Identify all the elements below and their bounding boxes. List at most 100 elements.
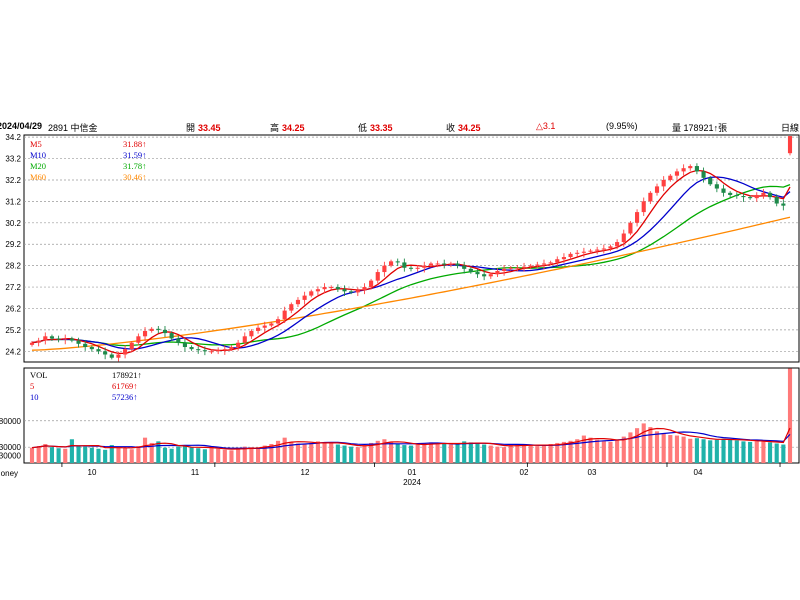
- volume-legend-value: 178921↑: [112, 370, 142, 380]
- candle-body: [103, 351, 108, 355]
- ma5-line: [31, 169, 791, 355]
- candle-body: [222, 349, 227, 351]
- candle-body: [628, 222, 633, 234]
- volume-bar: [395, 444, 400, 463]
- month-label: 02: [520, 468, 529, 477]
- volume-legend-value: 61769↑: [112, 381, 138, 391]
- candle-body: [182, 342, 187, 348]
- chart-date: 2024/04/29: [0, 121, 43, 131]
- high-price: 高 34.25: [270, 123, 305, 133]
- volume-bar: [123, 448, 128, 463]
- candle-body: [176, 338, 181, 343]
- volume-bar: [216, 448, 221, 463]
- candle-body: [761, 192, 766, 195]
- volume-bar: [468, 442, 473, 463]
- volume-bar: [741, 441, 746, 463]
- candle-body: [362, 287, 367, 291]
- candle-body: [668, 175, 673, 180]
- year-label: 2024: [403, 478, 421, 487]
- moving-average-lines: [31, 169, 791, 355]
- candle-body: [728, 192, 733, 195]
- candle-body: [269, 323, 274, 326]
- volume-bar: [262, 445, 267, 463]
- volume-bar: [748, 441, 753, 463]
- candle-body: [89, 347, 94, 350]
- volume-average-lines: [31, 427, 791, 450]
- volume-bar: [442, 444, 447, 463]
- candle-body: [149, 328, 154, 331]
- candle-body: [708, 177, 713, 185]
- open-price: 開 33.45: [186, 123, 221, 133]
- candle-body: [608, 246, 613, 249]
- volume-bar: [76, 445, 81, 463]
- candle-body: [555, 259, 560, 263]
- volume-bar: [43, 444, 48, 463]
- candle-body: [388, 261, 394, 266]
- candle-body: [548, 262, 553, 264]
- candle-body: [342, 289, 347, 292]
- volume-bar: [435, 442, 440, 463]
- volume-bar: [29, 447, 35, 463]
- ma60-line: [31, 216, 791, 351]
- candle-body: [435, 263, 440, 265]
- volume-bar: [408, 445, 414, 463]
- candle-body: [721, 188, 726, 193]
- volume-bar: [109, 445, 114, 463]
- volume-bar: [462, 441, 467, 463]
- candle-body: [196, 349, 201, 351]
- candle-body: [654, 186, 660, 193]
- candle-body: [349, 291, 354, 293]
- volume-bar: [349, 446, 354, 463]
- candle-body: [129, 342, 134, 350]
- candle-body: [734, 194, 739, 197]
- candle-body: [701, 171, 706, 178]
- month-label: 04: [694, 468, 703, 477]
- volume-bar: [402, 445, 407, 463]
- volume-bar: [674, 435, 680, 463]
- volume-bar: [415, 444, 420, 463]
- candle-body: [369, 280, 374, 288]
- volume-bar: [289, 442, 294, 463]
- candle-body: [76, 340, 81, 344]
- price-change-percent: (9.95%): [606, 121, 638, 131]
- price-panel-frame: [23, 134, 800, 363]
- volume-bar: [767, 442, 773, 463]
- volume-bar: [521, 444, 527, 463]
- volume-bar: [668, 435, 673, 463]
- candle-body: [49, 336, 55, 339]
- volume-bar: [388, 441, 394, 463]
- period-selector[interactable]: 日線: [781, 123, 800, 133]
- volume-bar: [641, 423, 646, 463]
- candle-body: [561, 257, 566, 260]
- volume-bar: [302, 444, 307, 463]
- volume-bar: [156, 441, 161, 463]
- volume-bar: [774, 443, 779, 463]
- price-tick-label: 31.2: [5, 197, 21, 206]
- volume-bar: [608, 441, 613, 463]
- volume-bar: [149, 442, 154, 463]
- volume-bar: [714, 439, 719, 463]
- candle-body: [774, 197, 779, 204]
- candle-body: [428, 263, 434, 266]
- candle-body: [302, 295, 307, 300]
- volume-bar: [761, 440, 766, 463]
- legend-label: M60: [30, 172, 46, 182]
- candle-body: [382, 265, 387, 273]
- volume-bar: [96, 448, 101, 463]
- candle-body: [688, 166, 693, 169]
- candle-body: [681, 168, 686, 172]
- volume-bar: [116, 447, 121, 463]
- volume-bar: [136, 446, 141, 463]
- candle-body: [495, 270, 500, 275]
- candle-body: [661, 179, 666, 187]
- candle-body: [528, 265, 533, 267]
- candle-body: [422, 265, 427, 268]
- volume-bar: [169, 448, 174, 463]
- candle-body: [468, 268, 473, 273]
- candle-body: [289, 304, 294, 311]
- price-axis: 34.2 33.2 32.2 31.2 30.2 29.2 28.2 27.2 26.2 25.2…: [0, 133, 22, 460]
- candle-body: [395, 261, 400, 263]
- candlesticks: [29, 136, 793, 362]
- volume-bar: [482, 444, 487, 463]
- volume-tick-label: 80000: [0, 417, 22, 426]
